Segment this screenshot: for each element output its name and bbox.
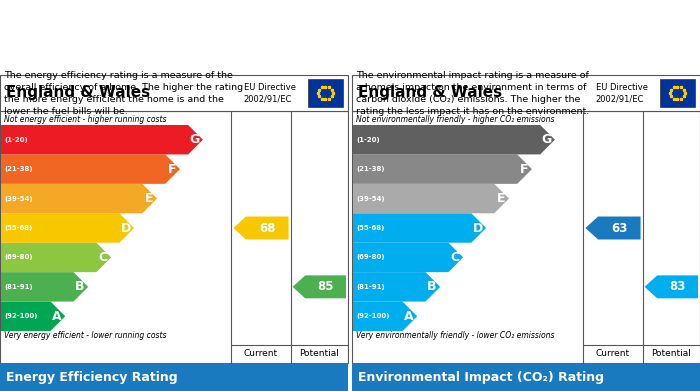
Text: A: A (405, 310, 414, 323)
Text: (69-80): (69-80) (4, 255, 32, 260)
Bar (352, 111, 700, 363)
Polygon shape (1, 243, 111, 272)
Text: Potential: Potential (300, 350, 339, 359)
Text: (39-54): (39-54) (356, 196, 384, 202)
Text: F: F (167, 163, 176, 176)
Text: England & Wales: England & Wales (6, 86, 150, 100)
Text: The energy efficiency rating is a measure of the
overall efficiency of a home. T: The energy efficiency rating is a measur… (4, 71, 243, 117)
Text: (92-100): (92-100) (4, 313, 37, 319)
Text: (55-68): (55-68) (4, 225, 32, 231)
Bar (352, 75, 700, 111)
Text: Energy Efficiency Rating: Energy Efficiency Rating (6, 371, 178, 384)
Text: G: G (542, 133, 552, 146)
Polygon shape (353, 301, 417, 331)
Text: B: B (427, 280, 437, 293)
Text: (1-20): (1-20) (4, 137, 27, 143)
Polygon shape (1, 301, 65, 331)
Text: EU Directive
2002/91/EC: EU Directive 2002/91/EC (244, 83, 295, 103)
Text: EU Directive
2002/91/EC: EU Directive 2002/91/EC (596, 83, 648, 103)
Text: E: E (145, 192, 153, 205)
Text: A: A (52, 310, 62, 323)
Text: (1-20): (1-20) (356, 137, 379, 143)
Text: (21-38): (21-38) (356, 166, 384, 172)
Text: Very environmentally friendly - lower CO₂ emissions: Very environmentally friendly - lower CO… (356, 330, 554, 339)
Text: (55-68): (55-68) (356, 225, 384, 231)
Text: C: C (99, 251, 108, 264)
Text: Current: Current (244, 350, 278, 359)
Text: E: E (497, 192, 505, 205)
Text: D: D (473, 221, 483, 235)
Polygon shape (353, 243, 463, 272)
Text: 83: 83 (669, 280, 686, 293)
Polygon shape (353, 184, 509, 213)
Text: G: G (190, 133, 200, 146)
Text: England & Wales: England & Wales (358, 86, 502, 100)
Text: Very energy efficient - lower running costs: Very energy efficient - lower running co… (4, 330, 167, 339)
Text: 68: 68 (259, 221, 276, 235)
Polygon shape (1, 213, 134, 243)
Polygon shape (353, 125, 555, 154)
Bar (0, 111, 348, 363)
Text: The environmental impact rating is a measure of
a home's impact on the environme: The environmental impact rating is a mea… (356, 71, 589, 117)
Polygon shape (645, 275, 698, 298)
Polygon shape (353, 213, 486, 243)
Text: 85: 85 (317, 280, 334, 293)
Text: Not environmentally friendly - higher CO₂ emissions: Not environmentally friendly - higher CO… (356, 115, 554, 124)
Text: D: D (121, 221, 131, 235)
Text: (81-91): (81-91) (356, 284, 384, 290)
Text: Current: Current (596, 350, 630, 359)
Text: F: F (519, 163, 528, 176)
Text: (39-54): (39-54) (4, 196, 33, 202)
Text: (21-38): (21-38) (4, 166, 32, 172)
Polygon shape (585, 217, 640, 239)
Polygon shape (353, 154, 532, 184)
Text: Environmental Impact (CO₂) Rating: Environmental Impact (CO₂) Rating (358, 371, 604, 384)
Text: (69-80): (69-80) (356, 255, 384, 260)
Polygon shape (1, 272, 88, 301)
Text: Potential: Potential (652, 350, 691, 359)
Bar (308, 79, 343, 107)
Polygon shape (1, 125, 203, 154)
Text: (81-91): (81-91) (4, 284, 33, 290)
Text: C: C (451, 251, 460, 264)
Text: 63: 63 (611, 221, 627, 235)
Bar (0, 363, 348, 391)
Bar (0, 75, 348, 111)
Polygon shape (293, 275, 346, 298)
Bar (352, 363, 700, 391)
Text: (92-100): (92-100) (356, 313, 389, 319)
Polygon shape (353, 272, 440, 301)
Polygon shape (1, 154, 180, 184)
Polygon shape (233, 217, 288, 239)
Text: Not energy efficient - higher running costs: Not energy efficient - higher running co… (4, 115, 167, 124)
Text: B: B (76, 280, 85, 293)
Bar (660, 79, 695, 107)
Polygon shape (1, 184, 157, 213)
